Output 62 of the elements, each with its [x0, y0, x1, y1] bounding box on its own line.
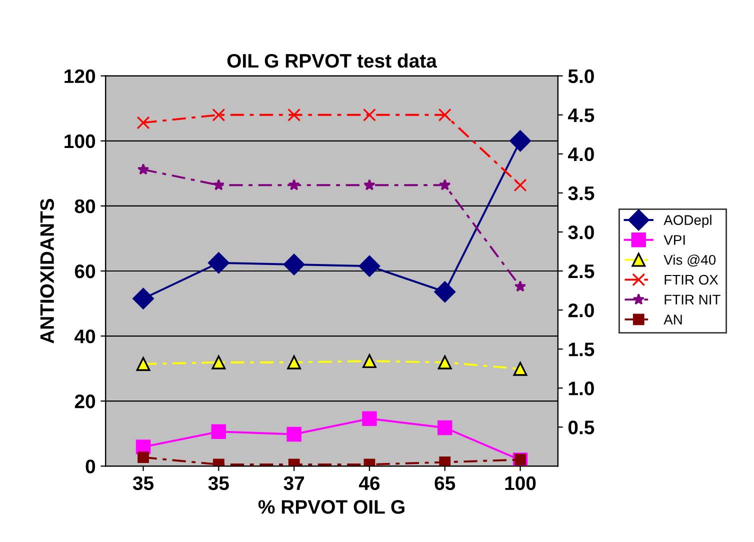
- y-tick-label: 120: [64, 69, 96, 84]
- legend-label: VPI: [664, 235, 685, 245]
- y-tick-label: 100: [64, 134, 96, 148]
- point: [514, 178, 527, 192]
- legend-label: AN: [664, 314, 682, 324]
- point: [212, 108, 226, 122]
- x-tick-label: 100: [505, 476, 536, 490]
- point: [510, 130, 531, 152]
- chart-title: OIL G RPVOT test data: [227, 53, 438, 68]
- y2-tick-label: 4.0: [568, 147, 594, 162]
- point: [132, 288, 154, 310]
- x-tick-label: 35: [208, 476, 229, 490]
- x-tick-label: 35: [132, 476, 154, 490]
- point: [434, 281, 456, 302]
- y-tick-label: 0: [86, 460, 96, 474]
- legend-label: AODepl: [664, 214, 712, 228]
- point: [513, 362, 528, 376]
- y-axis-title: ANTIOXIDANTS: [40, 198, 54, 344]
- y2-tick-label: 0.5: [568, 420, 594, 434]
- point: [212, 355, 226, 370]
- y2-tick-label: 3.0: [568, 225, 594, 240]
- point: [137, 163, 150, 175]
- legend-label: FTIR OX: [664, 274, 718, 285]
- y2-tick-label: 1.0: [568, 382, 594, 396]
- point: [212, 179, 225, 190]
- point: [138, 452, 149, 464]
- y2-tick-label: 2.0: [568, 303, 594, 318]
- point: [439, 456, 451, 466]
- y2-tick-label: 4.5: [568, 108, 594, 122]
- y-tick-label: 80: [74, 199, 96, 214]
- point: [287, 355, 302, 370]
- point: [208, 252, 230, 274]
- y2-tick-label: 2.5: [568, 264, 594, 278]
- point: [437, 420, 452, 436]
- point: [362, 108, 376, 122]
- y2-tick-label: 5.0: [568, 69, 594, 84]
- legend-label: FTIR NIT: [664, 294, 720, 304]
- y-tick-label: 20: [74, 394, 96, 408]
- point: [438, 108, 452, 122]
- y2-tick-label: 3.5: [568, 186, 594, 200]
- point: [136, 357, 150, 371]
- point: [362, 411, 377, 426]
- x-tick-label: 37: [284, 476, 304, 490]
- y-tick-label: 60: [74, 264, 96, 278]
- point: [288, 108, 301, 122]
- point: [438, 355, 452, 370]
- point: [211, 424, 226, 440]
- legend-label: Vis @40: [664, 254, 716, 267]
- point: [358, 255, 380, 277]
- x-axis-title: % RPVOT OIL G: [258, 500, 404, 514]
- point: [288, 179, 300, 190]
- x-tick-label: 65: [434, 476, 456, 490]
- point: [514, 280, 526, 292]
- y-tick-label: 40: [74, 330, 96, 344]
- point: [364, 179, 376, 190]
- point: [283, 254, 305, 276]
- y2-tick-label: 1.5: [568, 342, 594, 356]
- point: [362, 354, 376, 368]
- point: [136, 116, 150, 130]
- point: [439, 179, 451, 190]
- point: [286, 426, 302, 442]
- x-tick-label: 46: [358, 476, 380, 490]
